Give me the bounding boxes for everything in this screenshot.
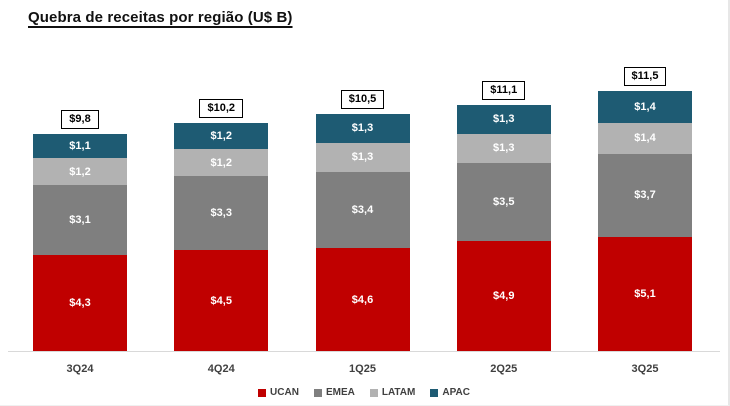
bar-segment-emea: $3,5 [456,162,551,242]
legend-swatch-ucan-icon [258,388,267,397]
total-label: $11,5 [623,67,667,87]
segment-value-label: $4,5 [210,294,232,307]
bar-segment-apac: $1,3 [315,113,410,143]
legend-label: UCAN [270,387,299,398]
x-axis-label-2q25: 2Q25 [490,363,518,375]
legend-item-latam: LATAM [369,387,416,398]
bar-segment-emea: $3,4 [315,171,410,248]
segment-value-label: $5,1 [634,287,656,300]
segment-value-label: $1,4 [634,132,656,145]
bar-segment-latam: $1,3 [315,142,410,172]
bar-segment-ucan: $4,3 [33,254,127,351]
bar-segment-ucan: $4,6 [315,248,410,351]
segment-value-label: $1,2 [210,156,232,169]
legend-label: EMEA [325,387,355,398]
bar-segment-latam: $1,4 [598,122,692,154]
legend-label: LATAM [381,387,416,398]
x-axis-label-1q25: 1Q25 [349,363,376,375]
bar-segment-ucan: $4,9 [456,241,551,351]
bars-row: $9,8 $1,1 $1,2 $3,1 $4,3 $10,2 $1,2 $1,2 $3,3 $4,… [0,51,728,351]
segment-value-label: $3,1 [69,214,91,226]
x-axis-label-3q25: 3Q25 [631,363,659,375]
segment-value-label: $1,1 [69,140,91,153]
x-axis-label-3q24: 3Q24 [66,363,94,375]
segment-value-label: $1,3 [351,122,374,135]
legend: UCAN EMEA LATAM APAC [0,387,728,398]
bar-segment-emea: $3,3 [174,176,269,251]
bar-segment-apac: $1,2 [174,122,269,150]
segment-value-label: $1,2 [210,129,232,142]
bar-column-3q24: $9,8 $1,1 $1,2 $3,1 $4,3 [33,109,127,351]
legend-label: APAC [442,387,470,398]
bar-segment-apac: $1,4 [598,91,692,123]
bar-segment-ucan: $5,1 [598,236,692,351]
segment-value-label: $3,4 [351,203,374,216]
total-label: $10,5 [340,89,385,109]
total-label: $10,2 [199,98,244,118]
legend-item-emea: EMEA [313,387,355,398]
bar-segment-latam: $1,2 [174,149,269,177]
segment-value-label: $4,6 [351,293,374,306]
segment-value-label: $1,2 [69,165,91,178]
bar-column-1q25: $10,5 $1,3 $1,3 $3,4 $4,6 [315,89,410,351]
bar-segment-latam: $1,3 [456,133,551,163]
x-axis-label-4q24: 4Q24 [207,363,235,375]
legend-item-ucan: UCAN [258,387,299,398]
bar-column-2q25: $11,1 $1,3 $1,3 $3,5 $4,9 [456,80,551,351]
x-axis-labels-row: 3Q24 4Q24 1Q25 2Q25 3Q25 [0,363,728,375]
segment-value-label: $3,3 [210,207,232,220]
bar-segment-emea: $3,1 [33,185,127,255]
legend-swatch-apac-icon [430,388,439,397]
segment-value-label: $1,3 [493,142,515,155]
segment-value-label: $4,9 [493,290,515,303]
segment-value-label: $3,7 [634,189,656,202]
chart-title: Quebra de receitas por região (U$ B) [28,9,293,26]
bar-segment-latam: $1,2 [33,158,127,186]
legend-item-apac: APAC [430,387,470,398]
bar-segment-apac: $1,1 [33,133,127,159]
segment-value-label: $1,4 [634,100,656,113]
segment-value-label: $3,5 [493,196,515,208]
segment-value-label: $1,3 [493,113,515,126]
bar-segment-ucan: $4,5 [174,250,269,351]
total-label: $11,1 [482,80,526,100]
bar-column-3q25: $11,5 $1,4 $1,4 $3,7 $5,1 [598,67,692,351]
bar-column-4q24: $10,2 $1,2 $1,2 $3,3 $4,5 [174,98,269,351]
segment-value-label: $4,3 [69,296,91,309]
bar-segment-emea: $3,7 [598,153,692,237]
segment-value-label: $1,3 [351,151,374,164]
bar-segment-apac: $1,3 [456,104,551,134]
x-axis-line [8,351,720,352]
legend-swatch-emea-icon [313,388,322,397]
legend-swatch-latam-icon [369,388,378,397]
total-label: $9,8 [61,109,99,129]
